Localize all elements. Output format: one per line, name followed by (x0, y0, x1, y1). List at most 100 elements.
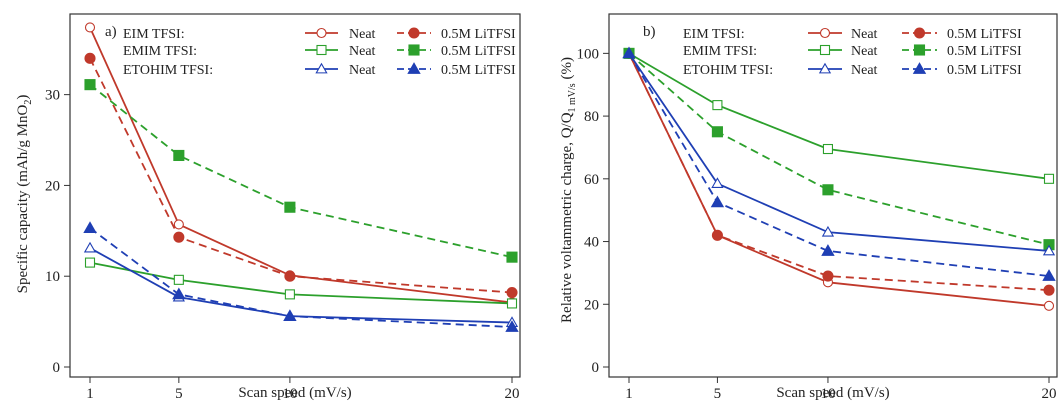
data-point (821, 244, 835, 256)
y-axis-label: Specific capacity (mAh/g MnO2) (15, 95, 34, 294)
legend-entry-label: 0.5M LiTFSI (947, 44, 1022, 59)
legend: EIM TFSI: Neat 0.5M LiTFSI EMIM TFSI: Neat 0.… (123, 27, 516, 78)
series-line (89, 227, 513, 328)
data-point (913, 27, 926, 39)
x-tick-label: 1 (625, 386, 633, 401)
legend-group-label: EIM TFSI: (683, 27, 745, 42)
legend-entry-label: Neat (851, 63, 878, 78)
data-point (711, 177, 724, 188)
y-tick-label: 40 (584, 235, 599, 251)
series-line (628, 52, 1050, 307)
series-emimtfsi-litfsi (84, 79, 518, 263)
legend-group-label: EIM TFSI: (123, 27, 185, 42)
data-point (1043, 300, 1055, 311)
y-axis-label: Relative voltammetric charge, Q/Q1 mV/s … (559, 57, 578, 323)
y-tick-label: 20 (45, 178, 60, 194)
y-tick-label: 80 (584, 109, 599, 125)
data-point (84, 79, 96, 91)
data-point (173, 149, 185, 162)
series-etohimtfsi-neat (83, 241, 519, 327)
data-point (408, 27, 420, 39)
chart-panel-a: 0 10 20 30 1 5 10 20 Scan speed (mV/s) Specific c… (15, 13, 521, 401)
legend-entry-label: 0.5M LiTFSI (441, 44, 516, 59)
data-point (407, 62, 421, 74)
series-line (89, 27, 513, 304)
data-point (711, 229, 723, 241)
plot-frame (69, 13, 521, 378)
data-point (913, 44, 926, 56)
data-point (83, 221, 97, 233)
legend-entry-label: Neat (851, 27, 878, 42)
series-line (628, 52, 1050, 292)
x-tick-label: 1 (86, 386, 94, 401)
series-eimtfsi-litfsi (84, 52, 518, 299)
data-point (506, 251, 518, 263)
x-tick-label: 10 (820, 386, 835, 401)
data-point (172, 287, 186, 300)
data-point (821, 225, 835, 237)
legend-entry-label: Neat (851, 44, 878, 59)
series-line (89, 57, 513, 294)
data-point (711, 126, 723, 138)
legend-entry-label: Neat (349, 44, 376, 59)
x-tick-label: 5 (714, 386, 722, 401)
x-tick-label: 5 (175, 386, 183, 401)
data-point (506, 287, 518, 299)
data-point (818, 62, 832, 74)
legend-group-label: ETOHIM TFSI: (123, 63, 213, 78)
series-emimtfsi-neat (84, 257, 518, 309)
x-axis-label: Scan speed (mV/s) (776, 385, 889, 401)
series-etohimtfsi-neat (622, 47, 1056, 256)
data-point (506, 298, 518, 309)
chart-panel-b: 0 20 40 60 80 100 1 5 10 20 Scan speed (mV/s) Relat… (559, 13, 1058, 401)
legend-entry-label: Neat (349, 27, 376, 42)
data-point (819, 44, 831, 56)
data-point (84, 257, 96, 268)
data-point (710, 195, 725, 208)
x-tick-label: 20 (1042, 386, 1057, 401)
series-eimtfsi-litfsi (623, 47, 1055, 296)
data-point (1042, 244, 1056, 256)
data-point (284, 289, 295, 300)
series-line (89, 247, 513, 324)
data-point (819, 27, 831, 39)
y-tick-label: 20 (584, 297, 599, 313)
panel-letter: a) (105, 24, 117, 40)
data-point (912, 62, 927, 74)
data-point (84, 52, 96, 64)
data-point (822, 270, 834, 282)
x-axis-label: Scan speed (mV/s) (238, 385, 351, 401)
data-point (622, 46, 636, 59)
data-point (173, 231, 185, 243)
data-point (283, 309, 297, 322)
legend-group-label: ETOHIM TFSI: (683, 63, 773, 78)
data-point (1043, 173, 1055, 184)
legend-entry-label: 0.5M LiTFSI (441, 63, 516, 78)
data-point (408, 44, 420, 56)
y-tick-label: 60 (584, 172, 599, 188)
legend-group-label: EMIM TFSI: (683, 44, 757, 59)
series-etohimtfsi-litfsi (622, 46, 1056, 281)
series-emimtfsi-litfsi (623, 47, 1055, 251)
y-tick-label: 100 (577, 46, 600, 62)
data-point (822, 184, 834, 196)
legend-entry-label: Neat (349, 63, 376, 78)
data-point (1042, 269, 1056, 281)
series-line (628, 52, 1050, 180)
data-point (83, 241, 97, 253)
y-tick-label: 10 (45, 269, 60, 285)
data-point (316, 44, 327, 56)
legend-entry-label: 0.5M LiTFSI (441, 27, 516, 42)
series-line (89, 83, 513, 259)
series-etohimtfsi-litfsi (83, 221, 519, 332)
series-line (89, 261, 513, 305)
data-point (173, 219, 184, 230)
y-tick-label: 30 (45, 88, 60, 104)
data-point (712, 100, 723, 111)
data-point (822, 143, 833, 155)
panel-letter: b) (643, 24, 656, 40)
y-tick-label: 0 (592, 360, 600, 376)
data-point (316, 27, 327, 39)
x-tick-label: 20 (505, 386, 520, 401)
